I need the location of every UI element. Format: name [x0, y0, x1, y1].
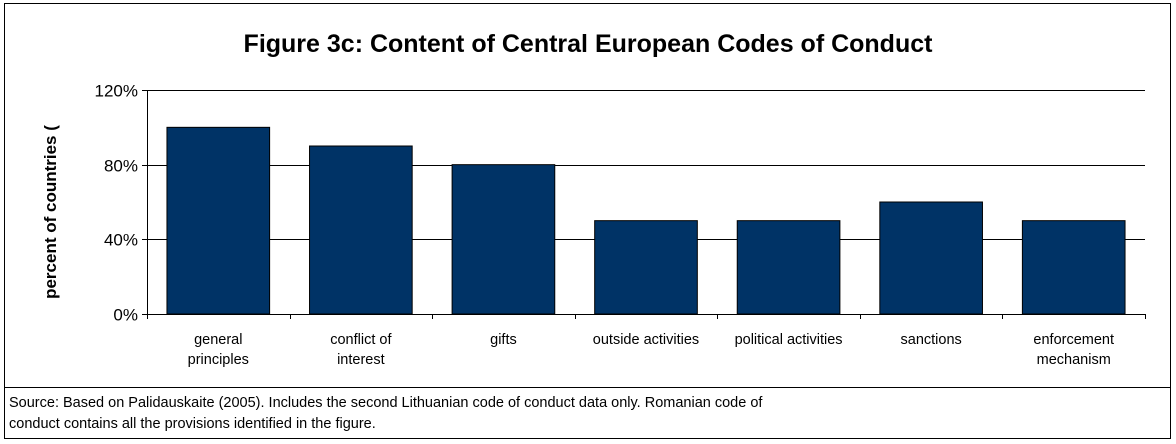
x-tick-label-2: gifts: [490, 332, 517, 348]
x-tick-label-3: outside activities: [593, 332, 699, 348]
x-tick-label-4: political activities: [735, 332, 843, 348]
bar-1: [310, 146, 413, 314]
x-tick-label-1: conflict of interest: [330, 332, 392, 368]
bar-0: [167, 127, 270, 314]
y-tick-label-3: 120%: [95, 82, 138, 101]
x-tick-label-5: sanctions: [901, 332, 962, 348]
source-note-line-2: conduct contains all the provisions iden…: [9, 414, 1159, 435]
source-note-line-1: Source: Based on Palidauskaite (2005). I…: [9, 393, 1159, 414]
bar-3: [595, 221, 698, 314]
x-tick-label-6: enforcement mechanism: [1033, 332, 1114, 368]
x-tick-label-0: general principles: [188, 332, 249, 368]
source-note: Source: Based on Palidauskaite (2005). I…: [9, 393, 1159, 435]
y-axis-label: percent of countries (: [41, 125, 60, 299]
y-tick-label-1: 40%: [104, 231, 138, 250]
y-tick-label-2: 80%: [104, 157, 138, 176]
source-divider: [4, 387, 1171, 388]
bar-4: [737, 221, 840, 314]
bar-2: [452, 165, 555, 314]
y-tick-label-0: 0%: [113, 306, 138, 325]
bar-6: [1022, 221, 1125, 314]
bar-5: [880, 202, 983, 314]
